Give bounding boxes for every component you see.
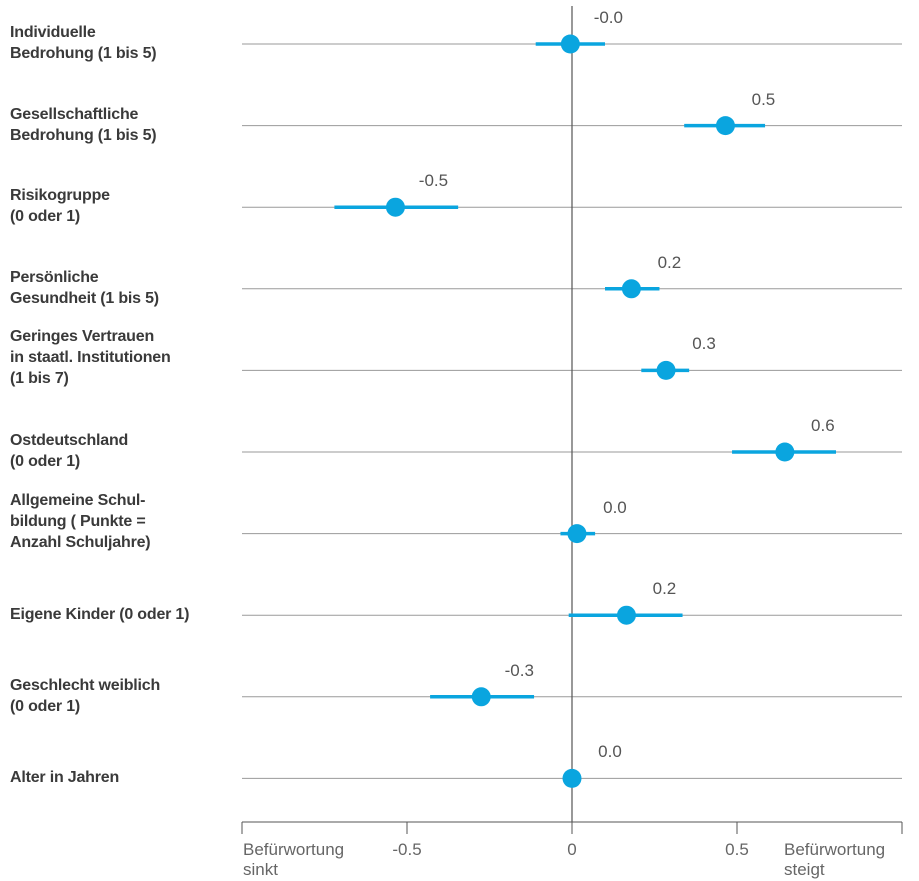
value-label: 0.0: [598, 742, 622, 762]
row-label-line: bildung ( Punkte =: [10, 512, 146, 530]
x-axis-right-label-line: Befürwortung: [784, 840, 886, 859]
value-label: -0.0: [593, 8, 623, 27]
x-axis-left-label-line: Befürwortung: [243, 840, 345, 859]
value-label: 0.6: [811, 416, 835, 435]
estimate-point: [775, 442, 795, 462]
x-axis-left-label-line: sinkt: [243, 860, 278, 879]
x-tick-label: -0.5: [392, 840, 422, 859]
value-label: 0.2: [652, 579, 677, 599]
row-label: Alter in Jahren: [10, 767, 235, 788]
row-label: Persönliche Gesundheit (1 bis 5): [10, 267, 235, 309]
row-label-line: (0 oder 1): [10, 453, 81, 470]
row-label: Risikogruppe (0 oder 1): [10, 185, 235, 227]
x-axis-left-label: Befürwortung sinkt: [243, 840, 344, 880]
row-label-line: Individuelle: [10, 24, 96, 41]
estimate-point: [471, 687, 491, 707]
estimate-point: [616, 605, 636, 625]
value-label: -0.5: [418, 171, 449, 191]
estimate-point: [560, 34, 580, 54]
estimate-point: [656, 360, 676, 380]
row-label-line: Eigene Kinder (0 oder 1): [10, 606, 190, 624]
row-label-line: Geringes Vertrauen: [10, 328, 155, 346]
estimate-point: [715, 116, 735, 136]
row-label-line: Ostdeutschland: [10, 432, 129, 449]
row-label-line: (0 oder 1): [10, 697, 81, 715]
value-label: 0.5: [751, 89, 776, 109]
x-axis-right-label: Befürwortung steigt: [784, 840, 885, 880]
row-label: Eigene Kinder (0 oder 1): [10, 604, 235, 625]
row-label-line: Allgemeine Schul-: [10, 491, 146, 509]
row-label-line: (1 bis 7): [10, 370, 69, 388]
row-label-line: Geschlecht weiblich: [10, 676, 161, 694]
estimate-point: [385, 197, 405, 217]
value-label: 0.2: [657, 252, 682, 272]
row-label: Allgemeine Schul-bildung ( Punkte = Anzah…: [10, 490, 235, 553]
row-label-line: Anzahl Schuljahre): [10, 533, 151, 551]
row-label-line: Bedrohung (1 bis 5): [10, 126, 157, 144]
row-label: Ostdeutschland (0 oder 1): [10, 430, 235, 472]
row-label-line: Gesellschaftliche: [10, 105, 139, 123]
x-axis-right-label-line: steigt: [784, 860, 825, 879]
row-label-line: (0 oder 1): [10, 208, 81, 226]
x-tick-label: 0: [567, 840, 577, 859]
row-label-line: in staatl. Institutionen: [10, 349, 171, 367]
row-label: Geringes Vertrauen in staatl. Institution…: [10, 326, 235, 389]
value-label: 0.0: [603, 497, 627, 517]
value-label: -0.3: [504, 660, 534, 680]
row-label-line: Risikogruppe: [10, 187, 110, 205]
estimate-point: [562, 768, 582, 788]
row-label: Gesellschaftliche Bedrohung (1 bis 5): [10, 104, 235, 146]
estimate-point: [567, 524, 587, 544]
value-label: 0.3: [692, 334, 716, 354]
row-label-line: Alter in Jahren: [10, 769, 120, 787]
row-label-line: Persönliche: [10, 268, 99, 286]
row-label-line: Gesundheit (1 bis 5): [10, 289, 159, 307]
row-label-line: Bedrohung (1 bis 5): [10, 45, 157, 62]
row-label: Geschlecht weiblich (0 oder 1): [10, 675, 235, 717]
x-tick-label: 0.5: [725, 840, 749, 859]
estimate-point: [621, 279, 641, 299]
row-label: Individuelle Bedrohung (1 bis 5): [10, 22, 235, 64]
